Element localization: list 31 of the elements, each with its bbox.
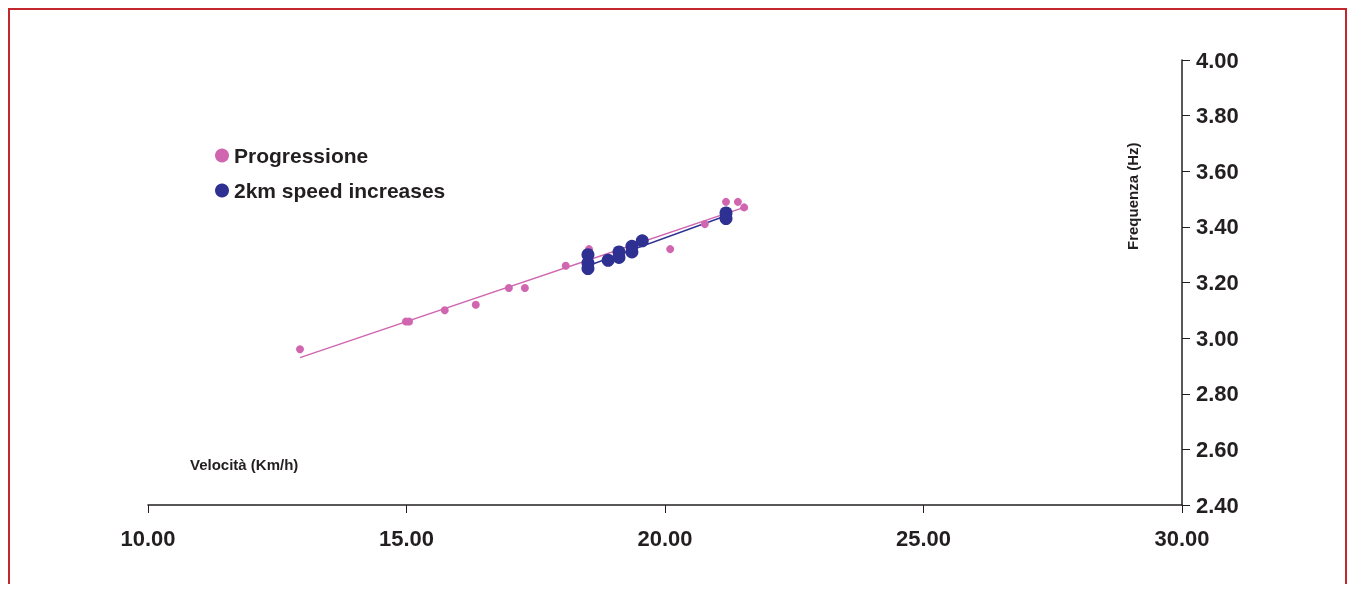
point bbox=[471, 300, 480, 309]
legend-label: Progressione bbox=[234, 144, 369, 167]
point bbox=[666, 245, 675, 254]
y-tick-label: 3.40 bbox=[1196, 214, 1239, 240]
x-tick-label: 30.00 bbox=[1154, 525, 1210, 551]
point bbox=[635, 234, 649, 248]
point bbox=[733, 197, 742, 206]
point bbox=[601, 253, 615, 267]
y-tick-label: 3.80 bbox=[1196, 103, 1239, 129]
point bbox=[700, 220, 709, 229]
y-axis-title: Frequenza (Hz) bbox=[1124, 142, 1141, 250]
y-tick-label: 3.20 bbox=[1196, 270, 1239, 295]
y-tick-label: 2.80 bbox=[1196, 381, 1239, 407]
y-tick-label: 3.60 bbox=[1196, 158, 1239, 184]
x-axis-title: Velocità (Km/h) bbox=[190, 456, 299, 473]
x-tick-label: 20.00 bbox=[637, 525, 693, 551]
point bbox=[504, 284, 513, 293]
y-tick-label: 2.60 bbox=[1196, 436, 1239, 462]
point bbox=[561, 261, 570, 270]
y-tick-label: 2.40 bbox=[1196, 492, 1239, 518]
point bbox=[722, 197, 731, 206]
point bbox=[740, 203, 749, 212]
x-tick-label: 15.00 bbox=[378, 525, 435, 551]
x-tick-label: 25.00 bbox=[895, 525, 952, 551]
y-tick-label: 4.00 bbox=[1196, 47, 1239, 73]
point bbox=[440, 306, 449, 315]
x-tick-label: 10.00 bbox=[120, 525, 176, 551]
legend-label: 2km speed increases bbox=[234, 179, 446, 202]
point bbox=[296, 345, 304, 354]
point bbox=[520, 284, 529, 293]
y-tick-label: 3.00 bbox=[1196, 325, 1239, 351]
